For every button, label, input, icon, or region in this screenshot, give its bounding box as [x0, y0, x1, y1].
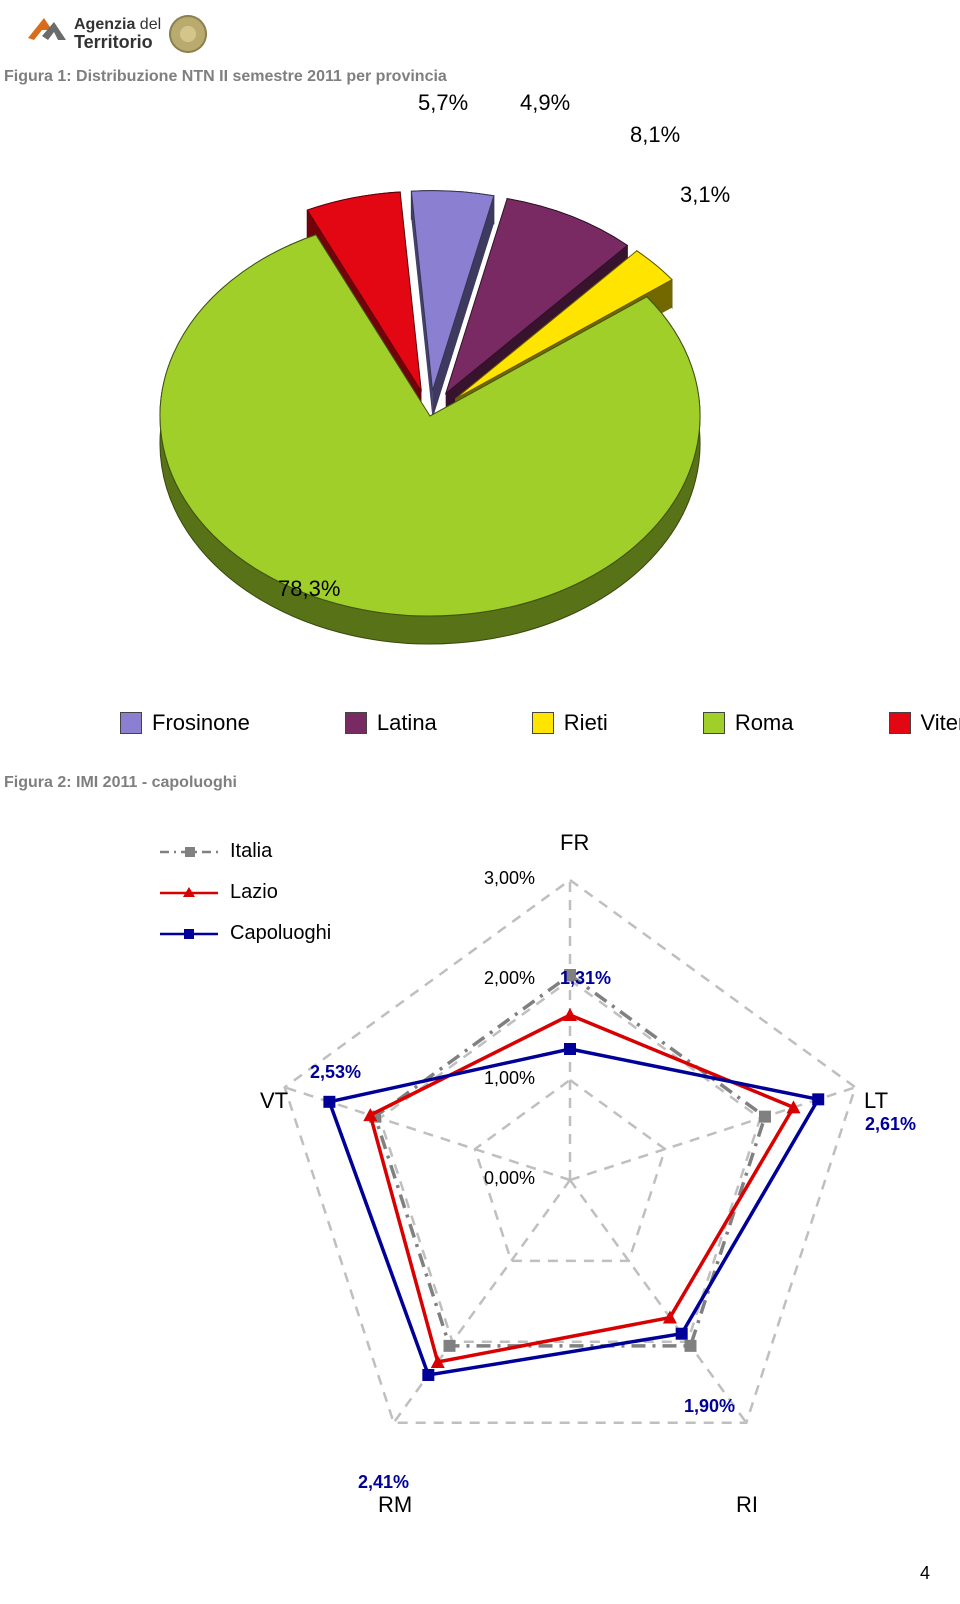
radar-tick-0: 0,00%: [484, 1168, 535, 1189]
legend-label: Viterbo: [921, 710, 960, 736]
radar-axis-vt: VT: [260, 1088, 288, 1114]
radar-axis-fr: FR: [560, 830, 589, 856]
logo-mark-icon: [24, 12, 68, 56]
pie-label-roma: 78,3%: [278, 576, 340, 602]
state-emblem-icon: [169, 15, 207, 53]
legend-swatch: [345, 712, 367, 734]
figure1-caption: Figura 1: Distribuzione NTN II semestre …: [4, 68, 447, 86]
figure2-legend: Italia Lazio Capoluoghi: [160, 840, 331, 963]
radar-value-vt: 2,53%: [310, 1062, 361, 1083]
legend-item-viterbo: Viterbo: [889, 710, 960, 736]
legend-item-lazio: Lazio: [160, 881, 331, 904]
radar-value-lt: 2,61%: [865, 1114, 916, 1135]
legend-item-latina: Latina: [345, 710, 437, 736]
legend-swatch: [703, 712, 725, 734]
radar-axis-lt: LT: [864, 1088, 888, 1114]
legend-label: Lazio: [230, 881, 278, 904]
radar-value-ri: 1,90%: [684, 1396, 735, 1417]
legend-item-rieti: Rieti: [532, 710, 608, 736]
header: Agenzia del Territorio: [24, 12, 207, 56]
legend-item-capoluoghi: Capoluoghi: [160, 922, 331, 945]
radar-axis-rm: RM: [378, 1492, 412, 1518]
legend-label: Capoluoghi: [230, 922, 331, 945]
pie-chart-svg: [90, 96, 870, 656]
legend-item-italia: Italia: [160, 840, 331, 863]
legend-label: Italia: [230, 840, 272, 863]
pie-label-frosinone: 4,9%: [520, 90, 570, 116]
logo-agenzia-territorio: Agenzia del Territorio: [24, 12, 161, 56]
legend-label: Rieti: [564, 710, 608, 736]
pie-label-rieti: 3,1%: [680, 182, 730, 208]
radar-value-fr: 1,31%: [560, 968, 611, 989]
figure2-radar-chart: Italia Lazio Capoluoghi FR LT RI RM VT 3…: [140, 820, 920, 1540]
figure2-caption: Figura 2: IMI 2011 - capoluoghi: [4, 774, 237, 792]
legend-item-frosinone: Frosinone: [120, 710, 250, 736]
page: Agenzia del Territorio Figura 1: Distrib…: [0, 0, 960, 1604]
pie-label-viterbo: 5,7%: [418, 90, 468, 116]
radar-value-rm: 2,41%: [358, 1472, 409, 1493]
figure1-pie-chart: 5,7% 4,9% 8,1% 3,1% 78,3%: [90, 96, 870, 656]
legend-label: Latina: [377, 710, 437, 736]
legend-swatch: [532, 712, 554, 734]
radar-axis-ri: RI: [736, 1492, 758, 1518]
radar-tick-2: 2,00%: [484, 968, 535, 989]
pie-label-latina: 8,1%: [630, 122, 680, 148]
legend-swatch: [120, 712, 142, 734]
logo-text: Agenzia del Territorio: [74, 17, 161, 51]
legend-label: Roma: [735, 710, 794, 736]
logo-line1-b: del: [140, 16, 161, 33]
logo-line2: Territorio: [74, 33, 161, 51]
radar-tick-1: 1,00%: [484, 1068, 535, 1089]
page-number: 4: [920, 1563, 930, 1584]
figure1-legend: Frosinone Latina Rieti Roma Viterbo: [120, 710, 880, 736]
legend-swatch: [889, 712, 911, 734]
logo-line1-a: Agenzia: [74, 16, 135, 33]
legend-label: Frosinone: [152, 710, 250, 736]
radar-tick-3: 3,00%: [484, 868, 535, 889]
legend-item-roma: Roma: [703, 710, 794, 736]
